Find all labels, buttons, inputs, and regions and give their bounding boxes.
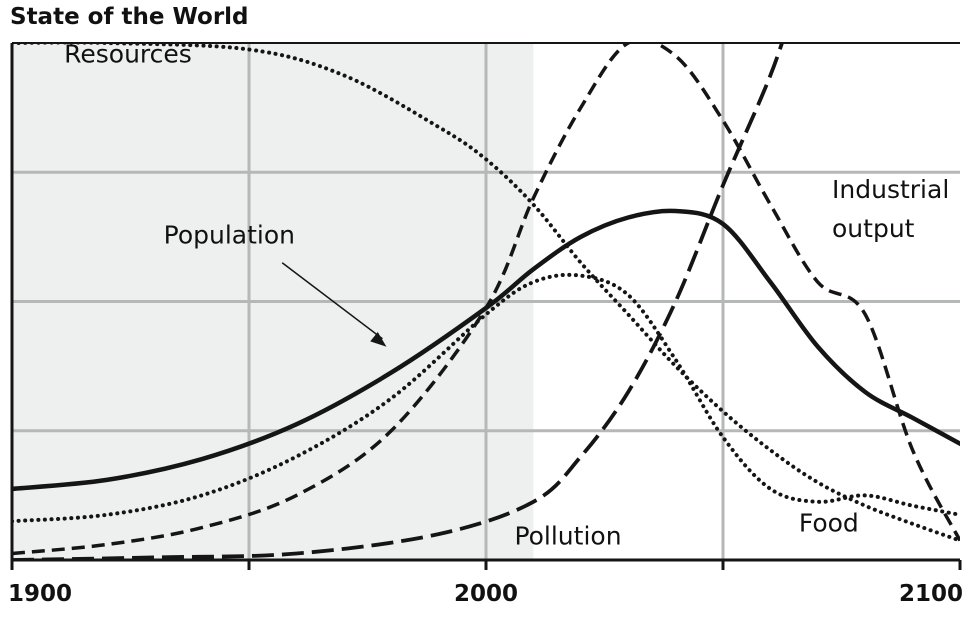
series-line-pollution	[12, 43, 784, 560]
annotation-industrial: Industrial	[832, 175, 949, 204]
annotation-food: Food	[799, 509, 859, 538]
population-arrow-head	[370, 332, 387, 347]
series-line-food	[12, 272, 960, 524]
annotation-output: output	[832, 214, 915, 243]
annotation-population: Population	[164, 220, 295, 249]
x-tick-label: 2100	[899, 581, 963, 607]
population-arrow-shaft	[281, 262, 383, 340]
x-tick-label: 2000	[454, 581, 518, 607]
annotation-pollution: Pollution	[514, 521, 621, 550]
series-line-resources	[12, 43, 960, 543]
annotation-resources: Resources	[64, 39, 192, 68]
chart-title: State of the World	[10, 4, 249, 30]
series-line-population	[12, 208, 960, 492]
series-line-industrial-output	[12, 43, 960, 556]
x-tick-label: 1900	[8, 581, 72, 607]
